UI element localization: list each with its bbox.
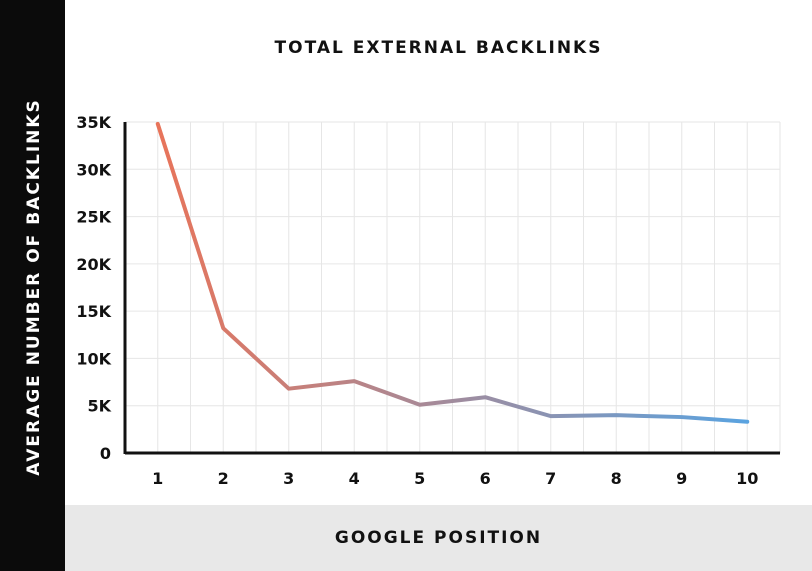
y-tick-label: 10K (76, 349, 111, 368)
x-tick-label: 8 (611, 469, 622, 488)
y-tick-label: 15K (76, 302, 111, 321)
x-tick-label: 2 (218, 469, 229, 488)
y-axis-label-band: AVERAGE NUMBER OF BACKLINKS (0, 0, 65, 571)
x-tick-label: 4 (349, 469, 360, 488)
chart-title: TOTAL EXTERNAL BACKLINKS (274, 38, 603, 58)
y-tick-label: 5K (87, 397, 111, 416)
plot-area: 0 5K 10K 15K 20K 25K 30K 35K 1 2 3 4 5 6 7 8 9 10 (76, 113, 781, 488)
x-axis-label: GOOGLE POSITION (334, 528, 543, 548)
x-tick-label: 10 (736, 469, 758, 488)
x-tick-label: 9 (676, 469, 687, 488)
x-tick-label: 1 (152, 469, 163, 488)
x-tick-label: 5 (414, 469, 425, 488)
y-tick-label: 30K (76, 160, 111, 179)
x-tick-label: 3 (283, 469, 294, 488)
x-axis-label-band: GOOGLE POSITION (65, 505, 812, 571)
y-tick-label: 25K (76, 208, 111, 227)
series-line (155, 121, 750, 424)
y-tick-label: 0 (100, 444, 111, 463)
y-tick-label: 35K (76, 113, 111, 132)
y-tick-label: 20K (76, 255, 111, 274)
x-tick-label: 7 (545, 469, 556, 488)
x-tick-label: 6 (480, 469, 491, 488)
